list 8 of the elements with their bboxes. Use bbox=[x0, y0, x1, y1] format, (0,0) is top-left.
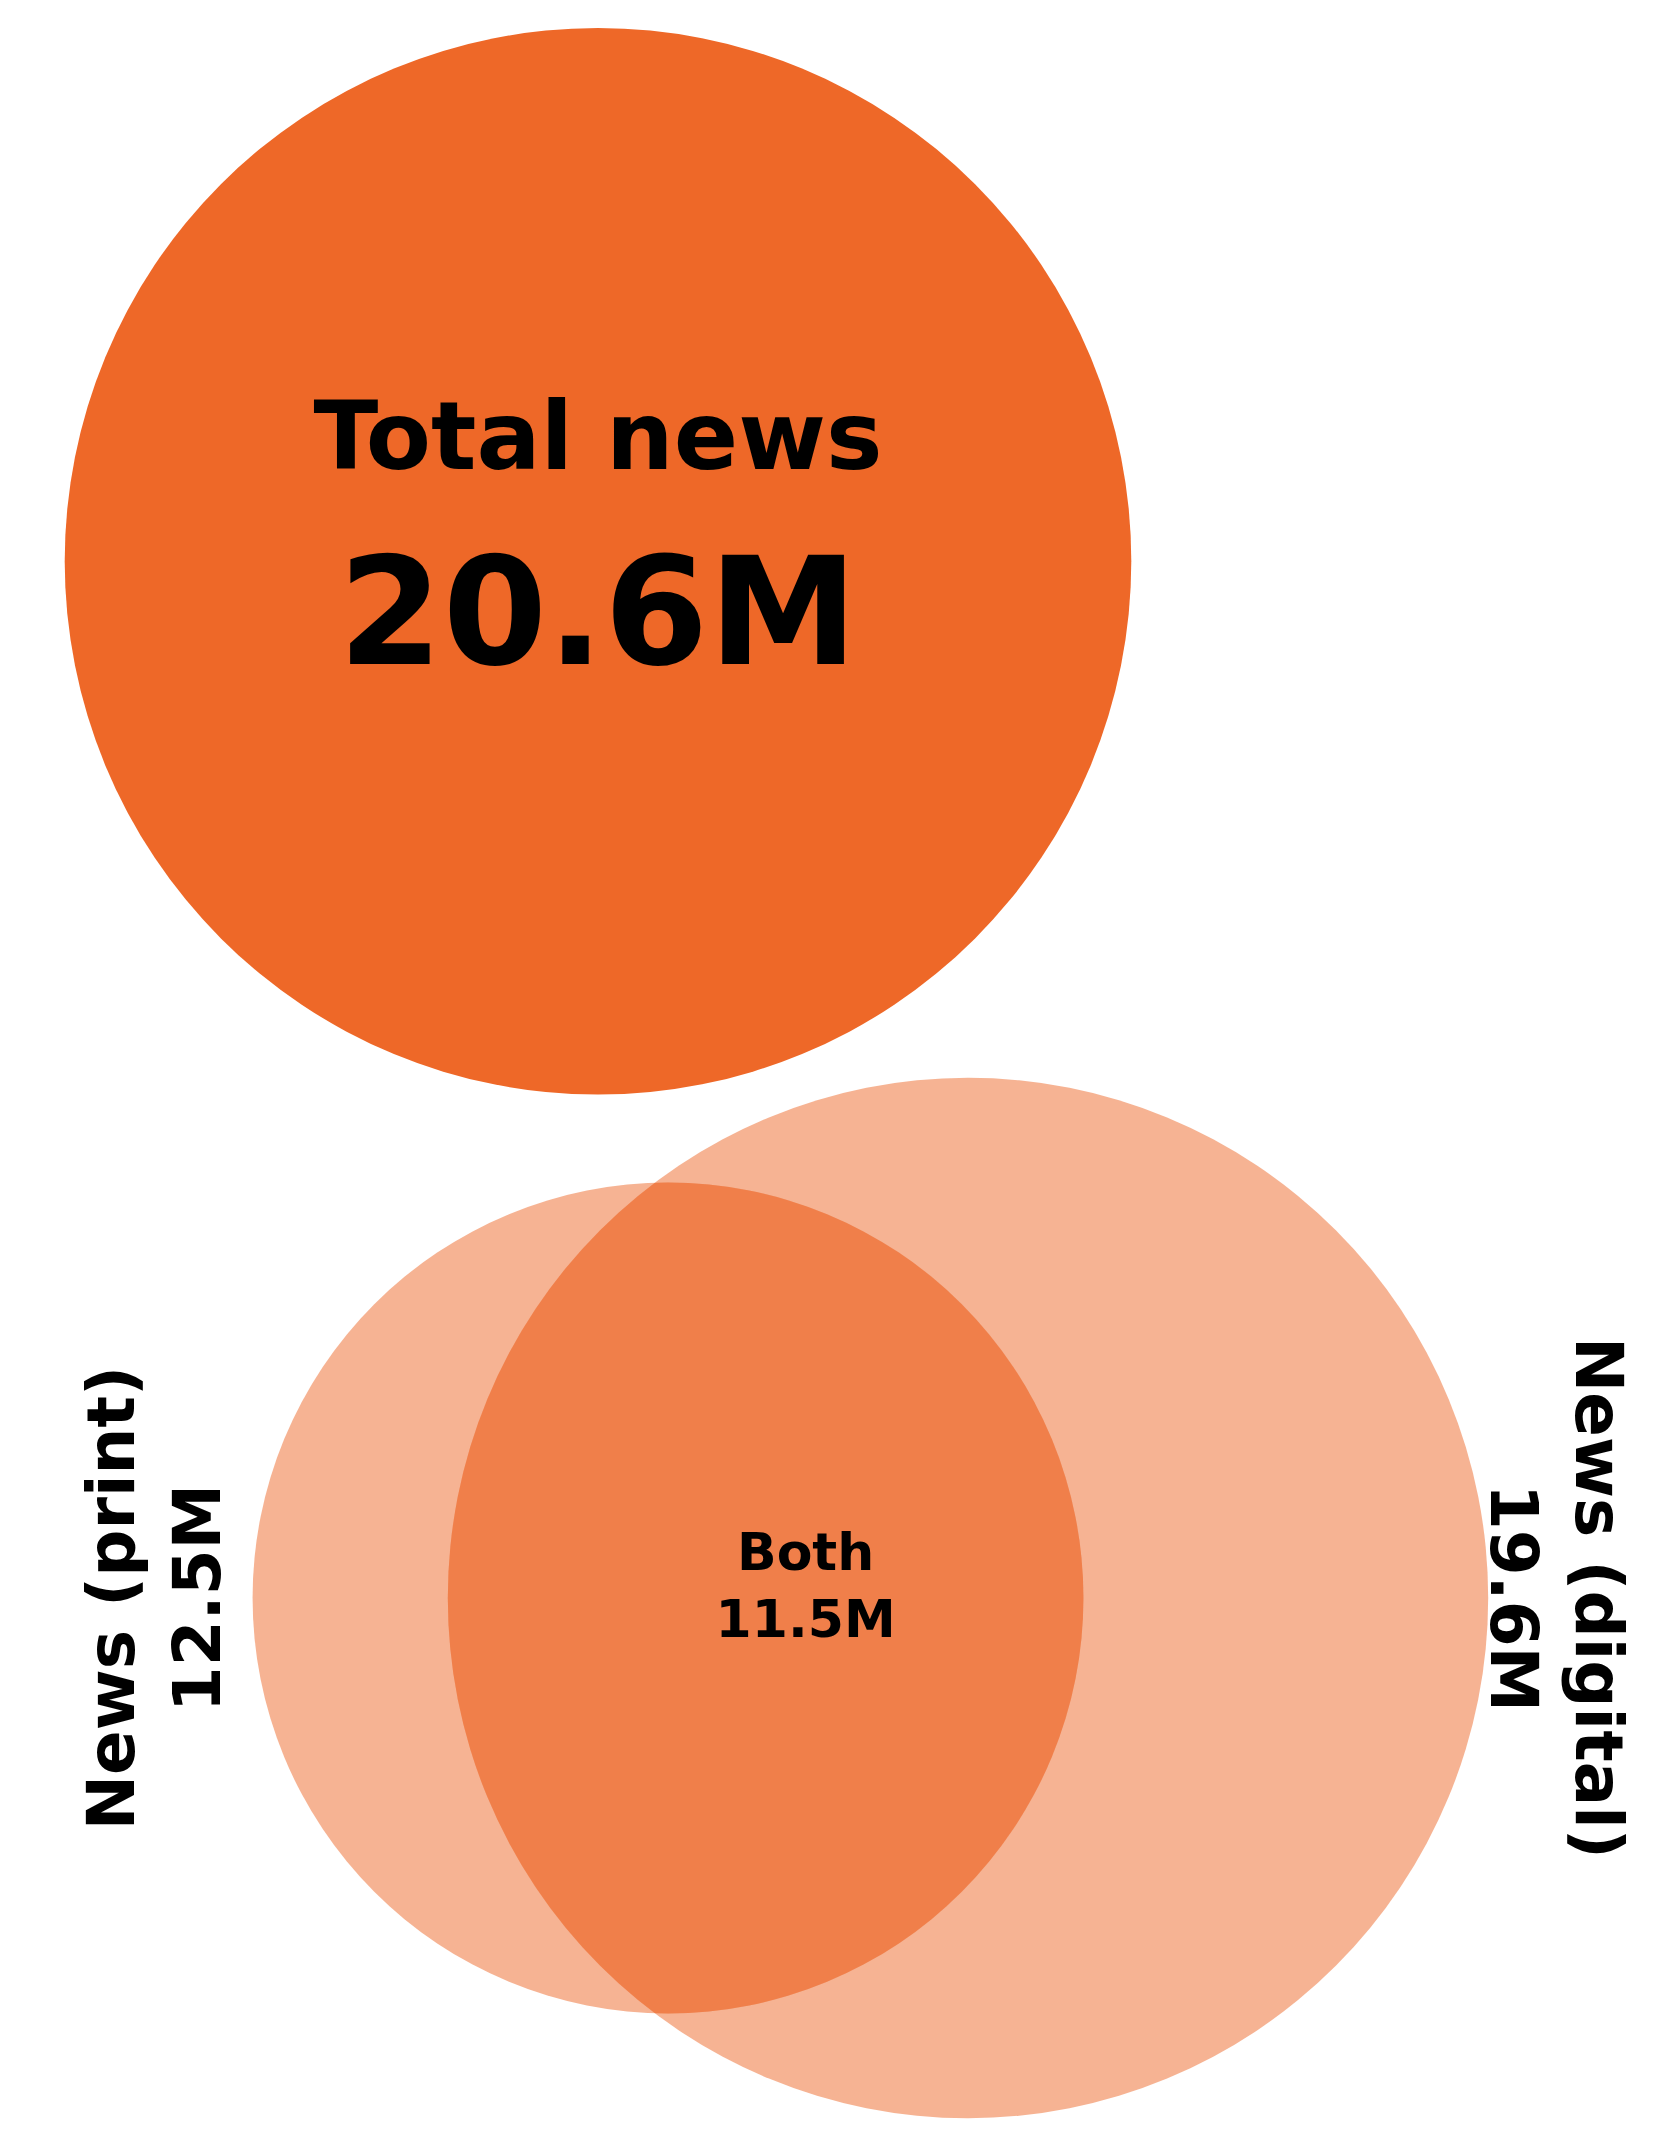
data-label: 19.6M bbox=[1474, 1483, 1552, 1713]
data-label: 12.5M bbox=[159, 1483, 237, 1713]
category-label: Both bbox=[736, 1521, 875, 1582]
category-label: News (digital) bbox=[1560, 1336, 1638, 1860]
category-label: News (print) bbox=[73, 1365, 151, 1831]
data-label: 11.5M bbox=[715, 1589, 896, 1650]
category-label: Total news bbox=[313, 380, 883, 491]
data-label: 20.6M bbox=[338, 524, 858, 699]
